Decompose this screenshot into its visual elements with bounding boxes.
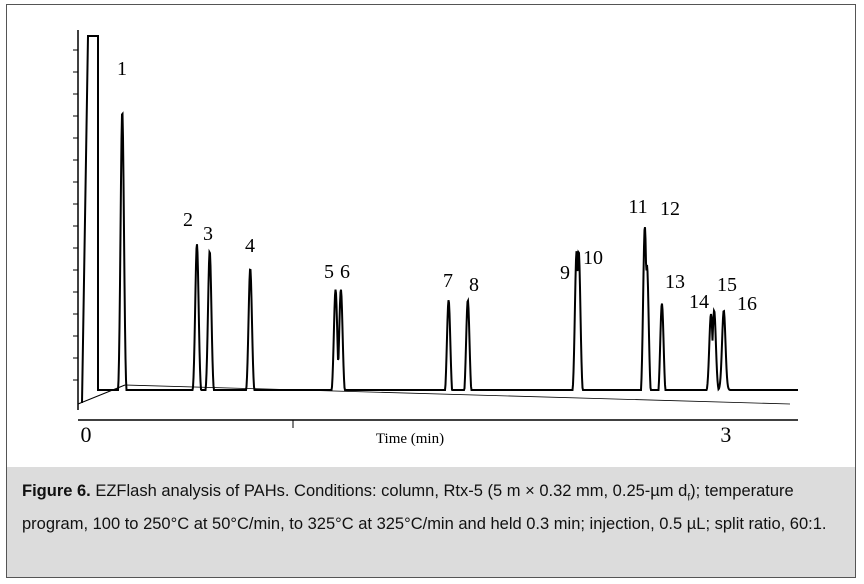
peak-label: 3: [203, 223, 213, 245]
caption-box: [6, 467, 856, 578]
baseline-fit-segment: [124, 384, 791, 405]
peak-label: 5: [324, 261, 334, 283]
caption-lead: Figure 6.: [22, 482, 91, 500]
figure-caption: Figure 6. EZFlash analysis of PAHs. Cond…: [22, 478, 844, 537]
peak-label: 16: [737, 293, 757, 315]
caption-subscript: f: [687, 492, 691, 504]
x-axis-label: Time (min): [376, 431, 444, 447]
peak-label: 11: [628, 196, 647, 218]
caption-text-2: ); temperature program, 100 to 250°C at …: [22, 482, 827, 534]
chromatogram-trace: [81, 35, 798, 404]
peak-label: 15: [717, 274, 737, 296]
peak-label: 9: [560, 262, 570, 284]
peak-label: 1: [117, 58, 127, 80]
peak-label: 10: [583, 247, 603, 269]
peak-label: 7: [443, 270, 453, 292]
caption-text-1: EZFlash analysis of PAHs. Conditions: co…: [90, 482, 688, 500]
peak-label: 6: [340, 261, 350, 283]
peak-label: 8: [469, 274, 479, 296]
chromatogram-line: [81, 35, 798, 404]
peak-label: 4: [245, 235, 255, 257]
x-tick-label: 0: [81, 422, 92, 447]
peak-label: 14: [689, 291, 709, 313]
peak-label: 12: [660, 198, 680, 220]
x-tick-label: 3: [720, 422, 731, 447]
peak-label: 13: [665, 271, 685, 293]
chart-axes: [73, 30, 798, 428]
peak-label: 2: [183, 209, 193, 231]
